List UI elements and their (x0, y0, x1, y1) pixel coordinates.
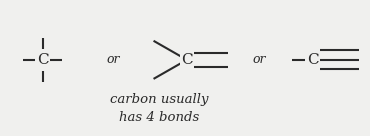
Text: C: C (307, 53, 319, 67)
Text: carbon usually
has 4 bonds: carbon usually has 4 bonds (110, 93, 208, 124)
Text: C: C (181, 53, 193, 67)
Text: or: or (106, 53, 120, 66)
Text: C: C (37, 53, 48, 67)
Text: or: or (252, 53, 266, 66)
